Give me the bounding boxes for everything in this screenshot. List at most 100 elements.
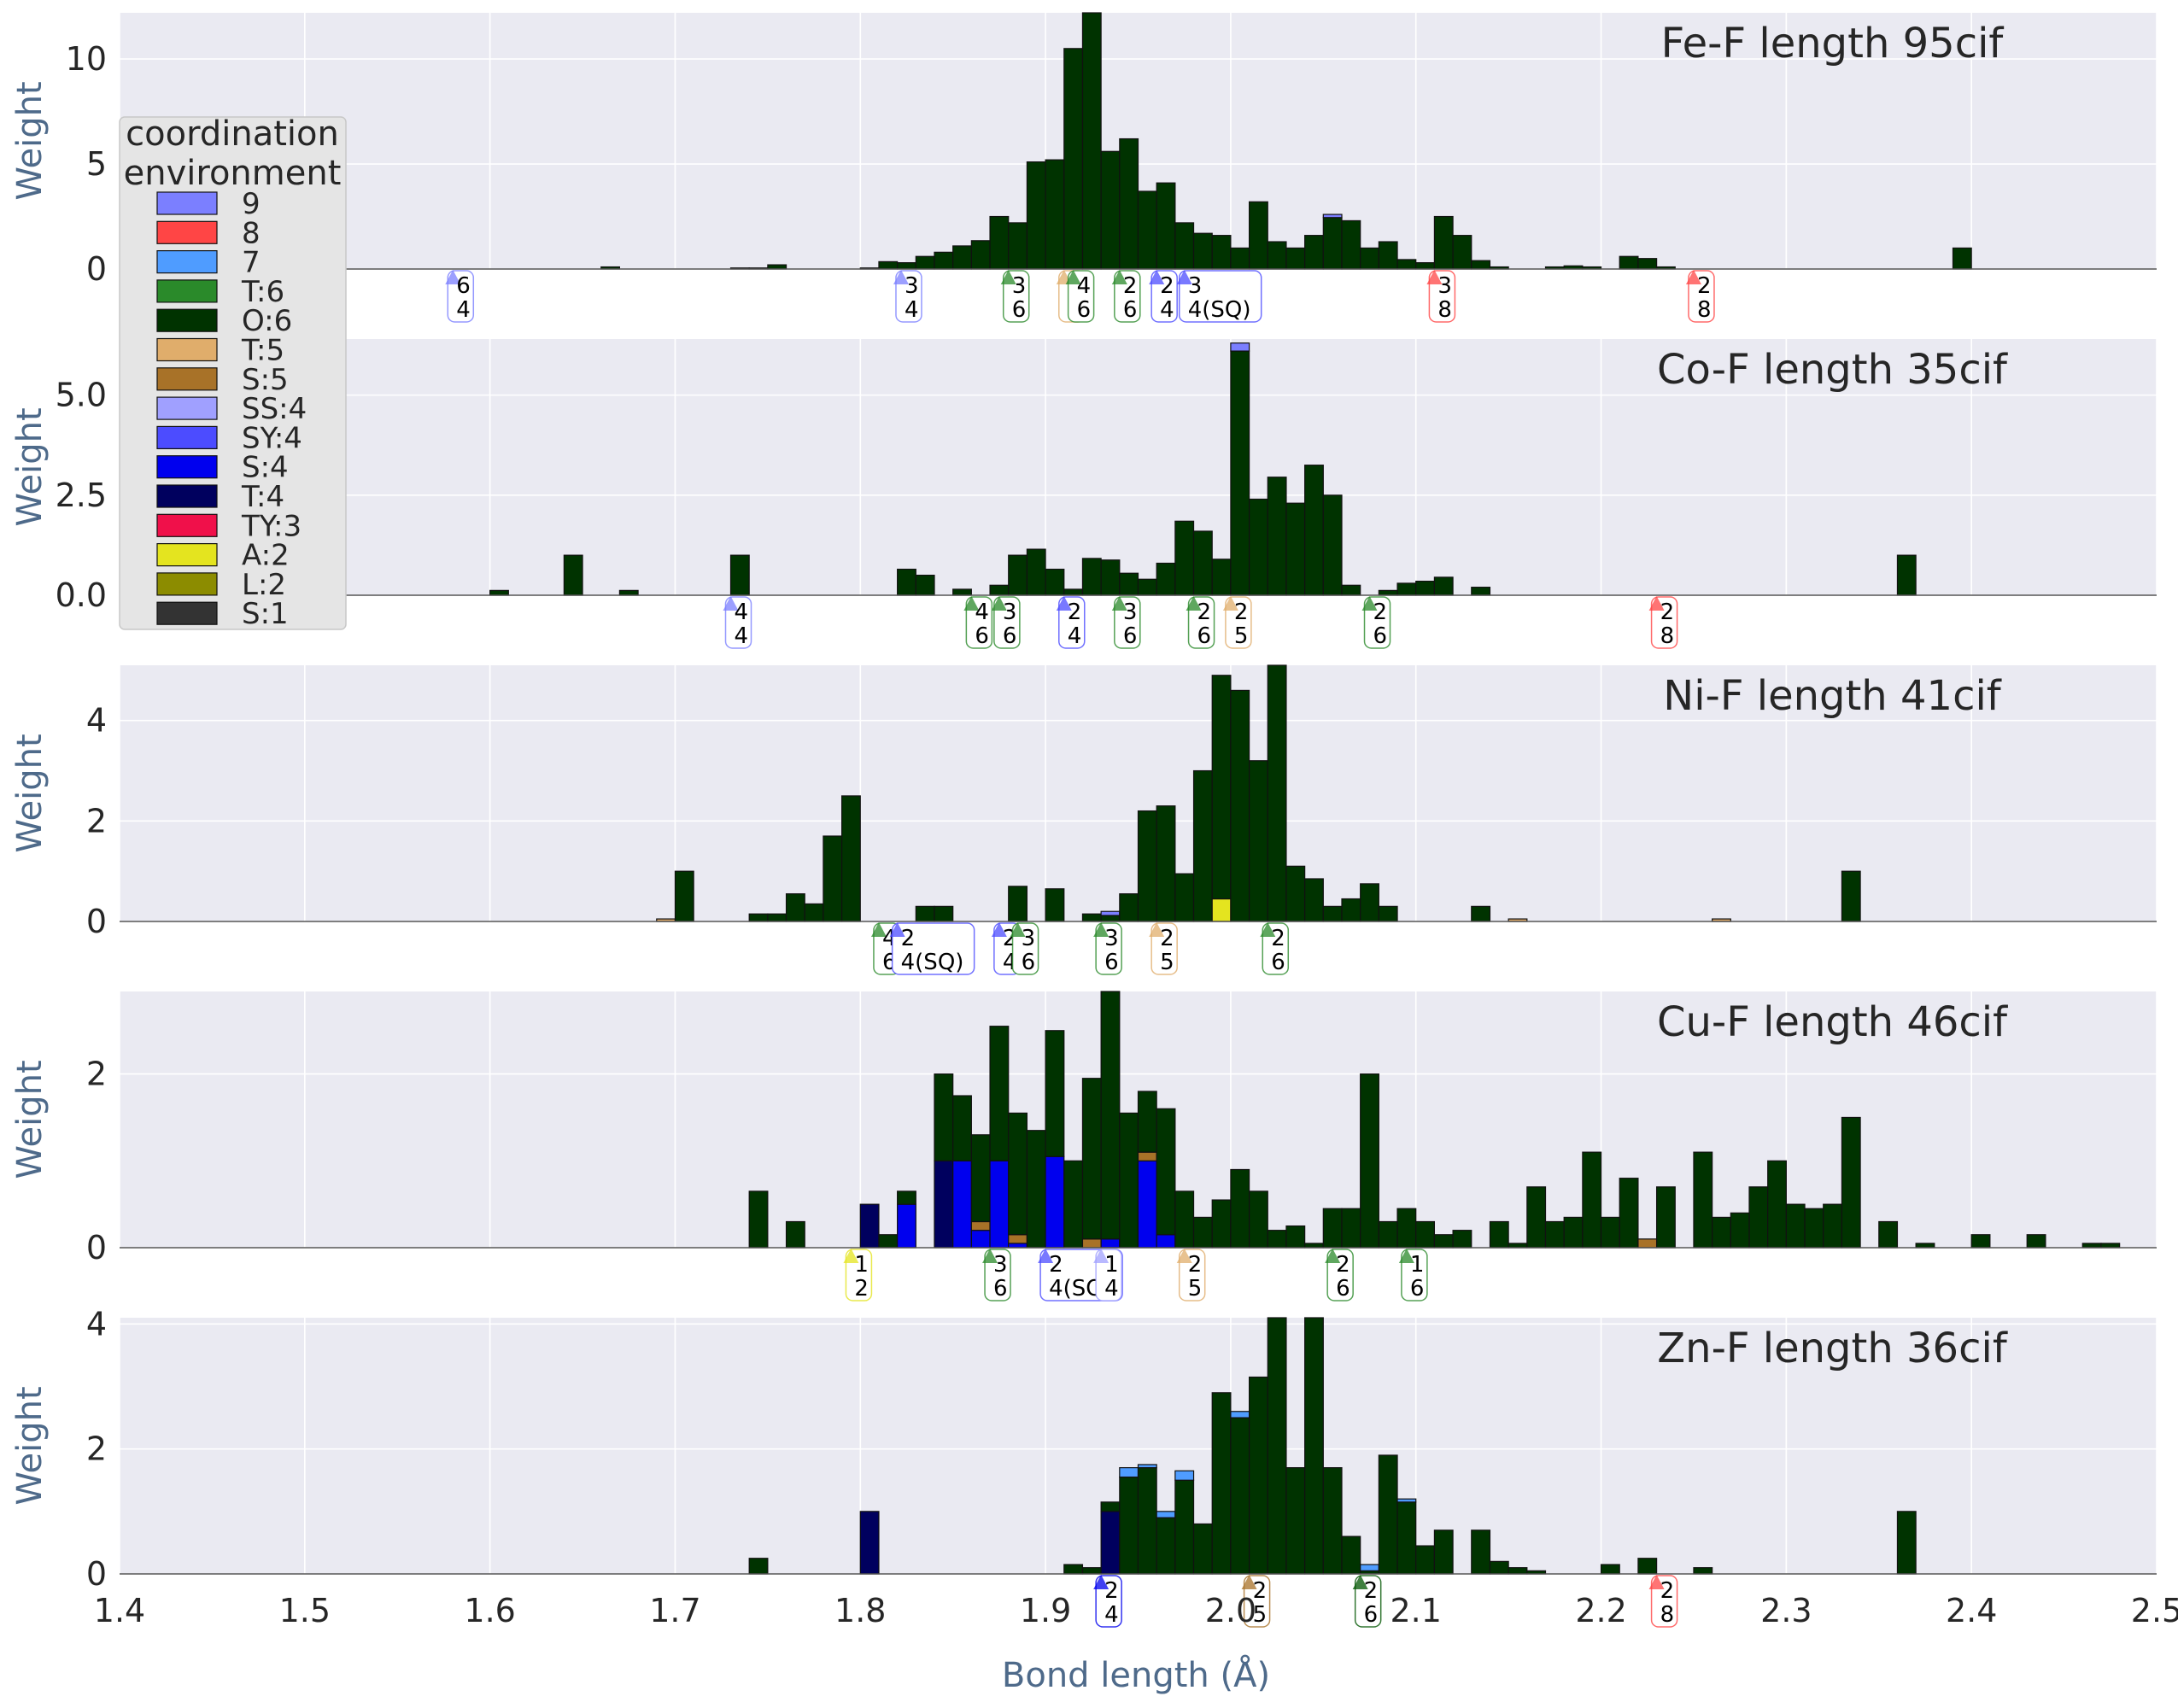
bar-segment (1100, 1501, 1121, 1512)
bar-segment (1063, 588, 1084, 596)
marker-label: 5 (1253, 1602, 1268, 1628)
bar-segment (1415, 1545, 1436, 1575)
bar-segment (1137, 1467, 1157, 1575)
legend-label: S:1 (242, 597, 289, 631)
marker-arrow-icon (870, 922, 887, 937)
y-axis-label: Weight (10, 1060, 50, 1179)
legend-swatch (156, 220, 218, 244)
marker: 28 (1648, 596, 1678, 649)
marker-arrow-icon (1361, 596, 1378, 611)
marker-label: 3 (1003, 600, 1017, 625)
bar-segment (1081, 913, 1102, 922)
marker: 25 (1176, 1249, 1206, 1301)
marker-label: 4(SQ) (1188, 297, 1251, 323)
legend-swatch (156, 367, 218, 391)
marker-label: 8 (1660, 623, 1675, 649)
bar-segment (1192, 530, 1213, 596)
legend-swatch (156, 279, 218, 303)
bar-segment (1378, 1220, 1398, 1249)
bar-segment (1267, 1317, 1287, 1575)
marker-label: 3 (1123, 600, 1138, 625)
bar-segment (934, 1160, 954, 1249)
panel-2: 0.02.55.0Co-F length 35cifWeight44463624… (10, 339, 2158, 651)
marker: 26 (1361, 596, 1391, 649)
bar-segment (989, 584, 1010, 596)
marker-label: 6 (1123, 297, 1138, 323)
bar-segment (952, 1095, 972, 1161)
marker: 36 (1111, 596, 1141, 649)
y-tick-label: 5 (86, 145, 107, 183)
bar-segment (1248, 1376, 1268, 1575)
bar-segment (785, 893, 805, 922)
legend-swatch (156, 601, 218, 625)
bar-segment (1230, 689, 1250, 922)
bar-segment (1526, 1186, 1547, 1249)
bar-segment (1304, 1243, 1324, 1249)
marker-band (120, 1574, 2157, 1629)
bar-segment (1026, 161, 1046, 270)
bar-segment (1045, 888, 1065, 922)
y-tick-label: 0 (86, 250, 107, 288)
bar-segment (1544, 1220, 1565, 1249)
legend-label: A:2 (242, 539, 290, 573)
bar-segment (1360, 883, 1379, 922)
marker-label: 2 (1697, 273, 1712, 299)
bar-segment (1637, 258, 1658, 270)
marker-label: 2 (1188, 1252, 1203, 1278)
bar-segment (1211, 1199, 1232, 1249)
y-tick-label: 0 (86, 1555, 107, 1593)
marker-label: 1 (1410, 1252, 1425, 1278)
marker-label: 6 (1104, 950, 1119, 975)
x-tick-label: 1.9 (1020, 1592, 1071, 1629)
bar-segment (1230, 342, 1250, 352)
bar-segment (1285, 1467, 1306, 1575)
bar-segment (1433, 576, 1454, 596)
bar-segment (840, 795, 861, 922)
bar-segment (1396, 1501, 1417, 1575)
legend: coordinationenvironment987T:6O:6T:5S:5SS… (119, 114, 347, 631)
bar-segment (1378, 241, 1398, 270)
marker: 26 (1260, 922, 1290, 975)
y-tick-label: 2 (86, 802, 107, 839)
legend-swatch (156, 250, 218, 274)
bar-segment (897, 568, 916, 596)
bar-segment (767, 913, 787, 922)
bar-segment (1396, 582, 1417, 596)
bar-segment (2081, 1243, 2102, 1249)
bar-segment (1489, 1220, 1509, 1249)
marker-label: 5 (1160, 950, 1174, 975)
marker-label: 6 (1336, 1276, 1350, 1301)
legend-swatch (156, 337, 218, 362)
bar-segment (915, 905, 935, 922)
marker: 26 (1325, 1249, 1354, 1301)
marker-label: 3 (1188, 273, 1203, 299)
bar-segment (1804, 1208, 1824, 1249)
marker-arrow-icon (1325, 1249, 1341, 1263)
marker-arrow-icon (723, 596, 739, 611)
bar-segment (1137, 1160, 1157, 1249)
bar-segment (1100, 910, 1121, 916)
bar-segment (729, 554, 750, 596)
bar-segment (1045, 568, 1065, 596)
marker: 64 (445, 270, 475, 323)
bar-segment (1433, 1234, 1454, 1249)
bar-segment (1100, 991, 1121, 1240)
bar-segment (970, 1134, 991, 1223)
bar-segment (1174, 1190, 1195, 1249)
marker-label: 4 (975, 600, 989, 625)
bar-segment (1415, 262, 1436, 270)
bar-segment (1267, 477, 1287, 596)
marker-label: 6 (456, 273, 471, 299)
legend-box (119, 116, 347, 630)
marker-arrow-icon (1010, 922, 1026, 937)
bar-segment (1267, 241, 1287, 270)
bar-segment (970, 240, 991, 270)
bar-segment (1600, 1564, 1620, 1575)
bar-segment (1211, 1392, 1232, 1575)
marker-label: 8 (1660, 1602, 1675, 1628)
bar-segment (1637, 1558, 1658, 1575)
bar-segment (1137, 1151, 1157, 1161)
bar-segment (1341, 584, 1361, 596)
